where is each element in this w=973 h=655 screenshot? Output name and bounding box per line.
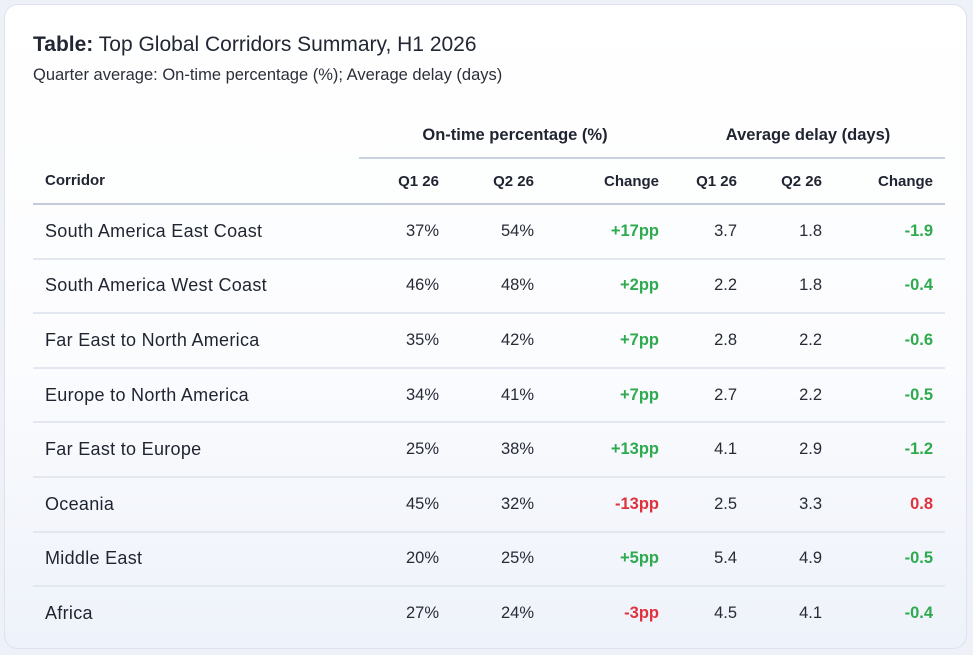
table-row: Far East to North America 35% 42% +7pp 2.8 2.…: [33, 313, 946, 369]
corridor-summary-table: On-time percentage (%) Average delay (da…: [33, 114, 946, 640]
cell-delay-change: -0.4: [904, 603, 934, 622]
column-header-row: Corridor Q1 26 Q2 26 Change Q1 26 Q2 26 …: [33, 158, 946, 205]
col-header-ontime-q2: Q2 26: [451, 158, 546, 205]
table-row: Africa 27% 24% -3pp 4.5 4.1 -0.4: [33, 586, 945, 640]
col-header-delay-change: Change: [834, 158, 946, 205]
cell-corridor: Far East to North America: [33, 313, 359, 369]
cell-delay-change: -1.9: [834, 204, 946, 260]
cell-corridor: South America East Coast: [33, 204, 359, 260]
title-text: Top Global Corridors Summary, H1 2026: [98, 33, 477, 56]
cell-ontime-q2: 42%: [451, 313, 546, 369]
cell-corridor: Middle East: [33, 531, 359, 588]
cell-delay-q1: 2.7: [671, 367, 749, 424]
group-header-delay: Average delay (days): [671, 114, 946, 159]
cell-ontime-q2: 32%: [451, 476, 546, 533]
cell-delay-q2: 1.8: [749, 204, 834, 260]
cell-ontime-change: -3pp: [624, 603, 659, 622]
table-row: Oceania 45% 32% -13pp 2.5 3.3 0.8: [33, 476, 946, 533]
cell-ontime-q1: 25%: [359, 422, 451, 478]
cell-corridor: Oceania: [33, 476, 359, 533]
table-row: Far East to Europe 25% 38% +13pp 4.1 2.9 -1.2: [33, 422, 946, 478]
cell-delay-q2: 4.1: [799, 603, 822, 622]
cell-corridor: Far East to Europe: [33, 422, 359, 478]
table-row: Middle East 20% 25% +5pp 5.4 4.9 -0.5: [33, 531, 946, 588]
cell-ontime-q2: 54%: [451, 204, 546, 260]
cell-corridor: Europe to North America: [33, 367, 359, 424]
cell-ontime-change: +2pp: [546, 258, 671, 315]
col-header-ontime-q1: Q1 26: [359, 158, 451, 205]
cell-delay-change: 0.8: [834, 476, 946, 533]
cell-delay-q2: 2.9: [749, 422, 834, 478]
table-row: South America East Coast 37% 54% +17pp 3.7 1.…: [33, 204, 946, 260]
cell-delay-change: -0.6: [834, 313, 946, 369]
cell-ontime-q1: 37%: [359, 204, 451, 260]
cell-delay-q1: 5.4: [671, 531, 749, 588]
table-body: South America East Coast 37% 54% +17pp 3.7 1.…: [33, 204, 946, 640]
cell-ontime-q2: 24%: [500, 603, 534, 622]
cell-ontime-change: +7pp: [546, 313, 671, 369]
cell-ontime-change: +17pp: [546, 204, 671, 260]
col-header-delay-q2: Q2 26: [749, 158, 834, 205]
cell-ontime-change: +7pp: [546, 367, 671, 424]
group-spacer: [33, 114, 359, 158]
column-group-row: On-time percentage (%) Average delay (da…: [33, 114, 946, 159]
cell-ontime-change: +5pp: [546, 531, 671, 588]
cell-delay-q1: 2.2: [671, 258, 749, 315]
cell-ontime-q1: 46%: [359, 258, 451, 315]
cell-delay-q1: 4.5: [714, 603, 737, 622]
cell-corridor: Africa: [45, 602, 93, 623]
cell-delay-change: -0.5: [834, 367, 946, 424]
cell-delay-q1: 2.8: [671, 313, 749, 369]
cell-ontime-q1: 35%: [359, 313, 451, 369]
cell-ontime-change: -13pp: [546, 476, 671, 533]
cell-delay-q2: 3.3: [749, 476, 834, 533]
cell-delay-q2: 4.9: [749, 531, 834, 588]
cell-delay-q1: 3.7: [671, 204, 749, 260]
group-header-ontime: On-time percentage (%): [359, 114, 671, 159]
cell-ontime-q2: 41%: [451, 367, 546, 424]
cell-corridor: South America West Coast: [33, 258, 359, 315]
cell-delay-change: -0.5: [834, 531, 946, 588]
cell-ontime-q1: 27%: [405, 603, 439, 622]
table-card: Table: Top Global Corridors Summary, H1 …: [4, 4, 967, 649]
col-header-ontime-change: Change: [546, 158, 671, 205]
table-row: Europe to North America 34% 41% +7pp 2.7 2.2-…: [33, 367, 946, 424]
cell-ontime-q1: 45%: [359, 476, 451, 533]
cell-ontime-q1: 20%: [359, 531, 451, 588]
cell-delay-change: -1.2: [834, 422, 946, 478]
cell-ontime-change: +13pp: [546, 422, 671, 478]
cell-delay-q1: 2.5: [671, 476, 749, 533]
cell-ontime-q1: 34%: [359, 367, 451, 424]
table-title: Table: Top Global Corridors Summary, H1 …: [33, 33, 477, 57]
table-row: South America West Coast 46% 48% +2pp 2.2 1.8…: [33, 258, 946, 315]
table-subtitle: Quarter average: On-time percentage (%);…: [33, 66, 503, 84]
cell-delay-q2: 2.2: [749, 367, 834, 424]
title-prefix: Table:: [33, 33, 94, 56]
col-header-delay-q1: Q1 26: [671, 158, 749, 205]
cell-ontime-q2: 25%: [451, 531, 546, 588]
cell-ontime-q2: 38%: [451, 422, 546, 478]
cell-delay-q2: 2.2: [749, 313, 834, 369]
cell-delay-q1: 4.1: [671, 422, 749, 478]
cell-delay-change: -0.4: [834, 258, 946, 315]
col-header-corridor: Corridor: [33, 158, 359, 205]
cell-delay-q2: 1.8: [749, 258, 834, 315]
cell-ontime-q2: 48%: [451, 258, 546, 315]
